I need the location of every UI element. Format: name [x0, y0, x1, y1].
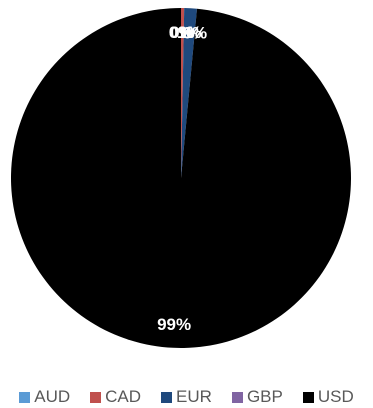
- legend-swatch-eur: [161, 391, 173, 403]
- legend-item-gbp: GBP: [231, 387, 283, 407]
- legend-label-usd: USD: [317, 387, 354, 406]
- pie-plot-area: 0%0%1%0%99%: [10, 8, 351, 349]
- legend-swatch-aud: [19, 391, 31, 403]
- legend-label-cad: CAD: [105, 387, 142, 406]
- legend-item-cad: CAD: [90, 387, 141, 407]
- legend: AUD CAD EUR GBP USD: [0, 386, 373, 408]
- data-label-cad: 0%: [170, 23, 195, 42]
- legend-item-usd: USD: [302, 387, 354, 407]
- legend-label-aud: AUD: [34, 387, 71, 406]
- legend-swatch-cad: [90, 391, 102, 403]
- pie-slice-eur: [181, 8, 197, 179]
- legend-label-eur: EUR: [176, 387, 212, 406]
- legend-label-gbp: GBP: [246, 387, 283, 406]
- pie-slice-usd: [10, 8, 351, 349]
- pie-slice-cad: [181, 8, 185, 178]
- legend-swatch-usd: [302, 391, 314, 403]
- data-label-gbp: 0%: [183, 23, 208, 42]
- legend-item-aud: AUD: [19, 387, 70, 407]
- data-label-aud: 0%: [169, 23, 194, 42]
- legend-item-eur: EUR: [161, 387, 212, 407]
- legend-swatch-gbp: [231, 391, 243, 403]
- data-label-usd: 99%: [157, 315, 191, 334]
- data-label-eur: 1%: [177, 23, 202, 42]
